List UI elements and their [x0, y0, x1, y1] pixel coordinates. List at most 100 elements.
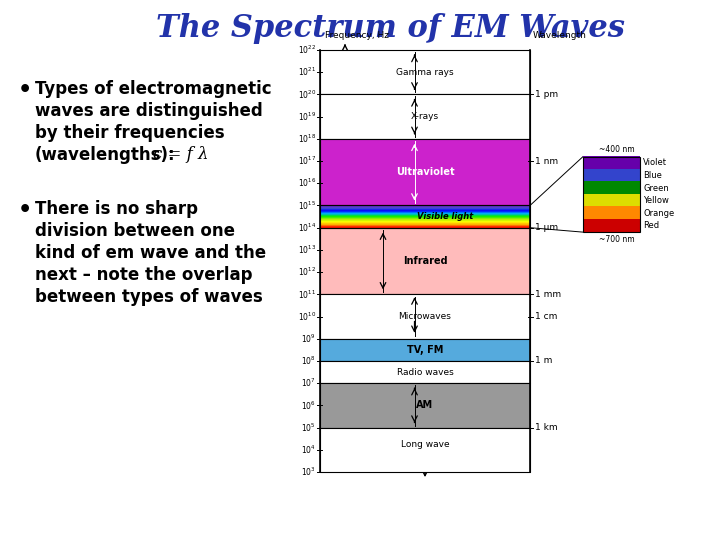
Text: Visible light: Visible light	[417, 212, 473, 221]
Text: X-rays: X-rays	[411, 112, 439, 121]
Text: 1 nm: 1 nm	[535, 157, 558, 166]
Bar	[320, 215, 530, 216]
Bar	[320, 139, 530, 206]
Text: $10^{10}$: $10^{10}$	[297, 310, 316, 323]
Text: Long wave: Long wave	[401, 440, 449, 449]
Text: There is no sharp: There is no sharp	[35, 200, 198, 218]
Text: AM: AM	[416, 400, 433, 410]
Text: $10^{7}$: $10^{7}$	[301, 377, 316, 389]
Bar	[320, 225, 530, 226]
Bar	[320, 209, 530, 210]
Bar	[583, 219, 640, 232]
Bar	[320, 221, 530, 222]
Bar	[320, 222, 530, 223]
Bar	[320, 206, 530, 207]
Bar	[320, 218, 530, 219]
Bar	[320, 215, 530, 217]
Text: $10^{16}$: $10^{16}$	[297, 177, 316, 190]
Text: Orange: Orange	[643, 209, 674, 218]
Text: 1 pm: 1 pm	[535, 90, 558, 99]
Bar	[320, 212, 530, 213]
Bar	[320, 228, 530, 294]
Bar	[320, 208, 530, 210]
Bar	[320, 225, 530, 226]
Bar	[320, 217, 530, 218]
Text: by their frequencies: by their frequencies	[35, 124, 225, 142]
Text: $10^{12}$: $10^{12}$	[298, 266, 316, 278]
Text: The Spectrum of EM Waves: The Spectrum of EM Waves	[156, 12, 624, 44]
Bar	[320, 213, 530, 214]
Bar	[320, 221, 530, 222]
Text: between types of waves: between types of waves	[35, 288, 263, 306]
Bar	[320, 94, 530, 139]
Bar	[320, 212, 530, 213]
Text: (wavelengths):: (wavelengths):	[35, 146, 176, 164]
Bar	[320, 207, 530, 208]
Bar	[320, 219, 530, 220]
Text: $10^{17}$: $10^{17}$	[298, 155, 316, 167]
Text: Types of electromagnetic: Types of electromagnetic	[35, 80, 271, 98]
Text: Microwaves: Microwaves	[399, 312, 451, 321]
Text: Frequency, Hz: Frequency, Hz	[325, 31, 389, 40]
Text: $10^{22}$: $10^{22}$	[298, 44, 316, 56]
Bar	[320, 294, 530, 339]
Bar	[320, 227, 530, 228]
Text: $10^{4}$: $10^{4}$	[301, 443, 316, 456]
Bar	[320, 206, 530, 207]
Text: kind of em wave and the: kind of em wave and the	[35, 244, 266, 262]
Bar	[320, 208, 530, 209]
Bar	[320, 220, 530, 221]
Text: $10^{19}$: $10^{19}$	[298, 111, 316, 123]
Bar	[320, 220, 530, 221]
Bar	[583, 156, 640, 169]
Text: ~700 nm: ~700 nm	[599, 235, 635, 244]
Bar	[320, 207, 530, 208]
Text: $10^{6}$: $10^{6}$	[301, 399, 316, 411]
Bar	[583, 206, 640, 220]
Text: Ultraviolet: Ultraviolet	[396, 167, 454, 177]
Text: $10^{21}$: $10^{21}$	[298, 66, 316, 78]
Text: Radio waves: Radio waves	[397, 368, 454, 376]
Bar	[320, 219, 530, 220]
Text: ~400 nm: ~400 nm	[599, 145, 635, 153]
Text: $10^{20}$: $10^{20}$	[297, 88, 316, 100]
Bar	[320, 211, 530, 212]
Bar	[320, 206, 530, 207]
Bar	[583, 181, 640, 194]
Bar	[320, 226, 530, 227]
Bar	[320, 213, 530, 214]
Text: Red: Red	[643, 221, 659, 231]
Text: Wavelength: Wavelength	[533, 31, 587, 40]
Text: Green: Green	[643, 184, 669, 193]
Bar	[320, 214, 530, 215]
Bar	[320, 339, 530, 361]
Bar	[320, 226, 530, 227]
Text: 1 mm: 1 mm	[535, 290, 561, 299]
Bar	[320, 212, 530, 213]
Bar	[320, 206, 530, 228]
Text: Yellow: Yellow	[643, 196, 669, 205]
Text: $10^{18}$: $10^{18}$	[298, 133, 316, 145]
Bar	[320, 226, 530, 227]
Bar	[583, 157, 640, 232]
Bar	[583, 194, 640, 207]
Text: $10^{14}$: $10^{14}$	[298, 221, 316, 234]
Text: $10^{8}$: $10^{8}$	[301, 355, 316, 367]
Bar	[320, 217, 530, 218]
Bar	[320, 215, 530, 216]
Text: •: •	[18, 200, 32, 220]
Bar	[320, 224, 530, 225]
Text: Violet: Violet	[643, 158, 667, 167]
Bar	[320, 222, 530, 223]
Bar	[583, 168, 640, 182]
Bar	[320, 361, 530, 383]
Text: 1 km: 1 km	[535, 423, 557, 432]
Text: $10^{9}$: $10^{9}$	[301, 333, 316, 345]
Bar	[320, 219, 530, 220]
Bar	[320, 210, 530, 211]
Bar	[320, 225, 530, 226]
Bar	[320, 214, 530, 215]
Text: division between one: division between one	[35, 222, 235, 240]
Text: TV, FM: TV, FM	[407, 345, 444, 355]
Bar	[320, 383, 530, 428]
